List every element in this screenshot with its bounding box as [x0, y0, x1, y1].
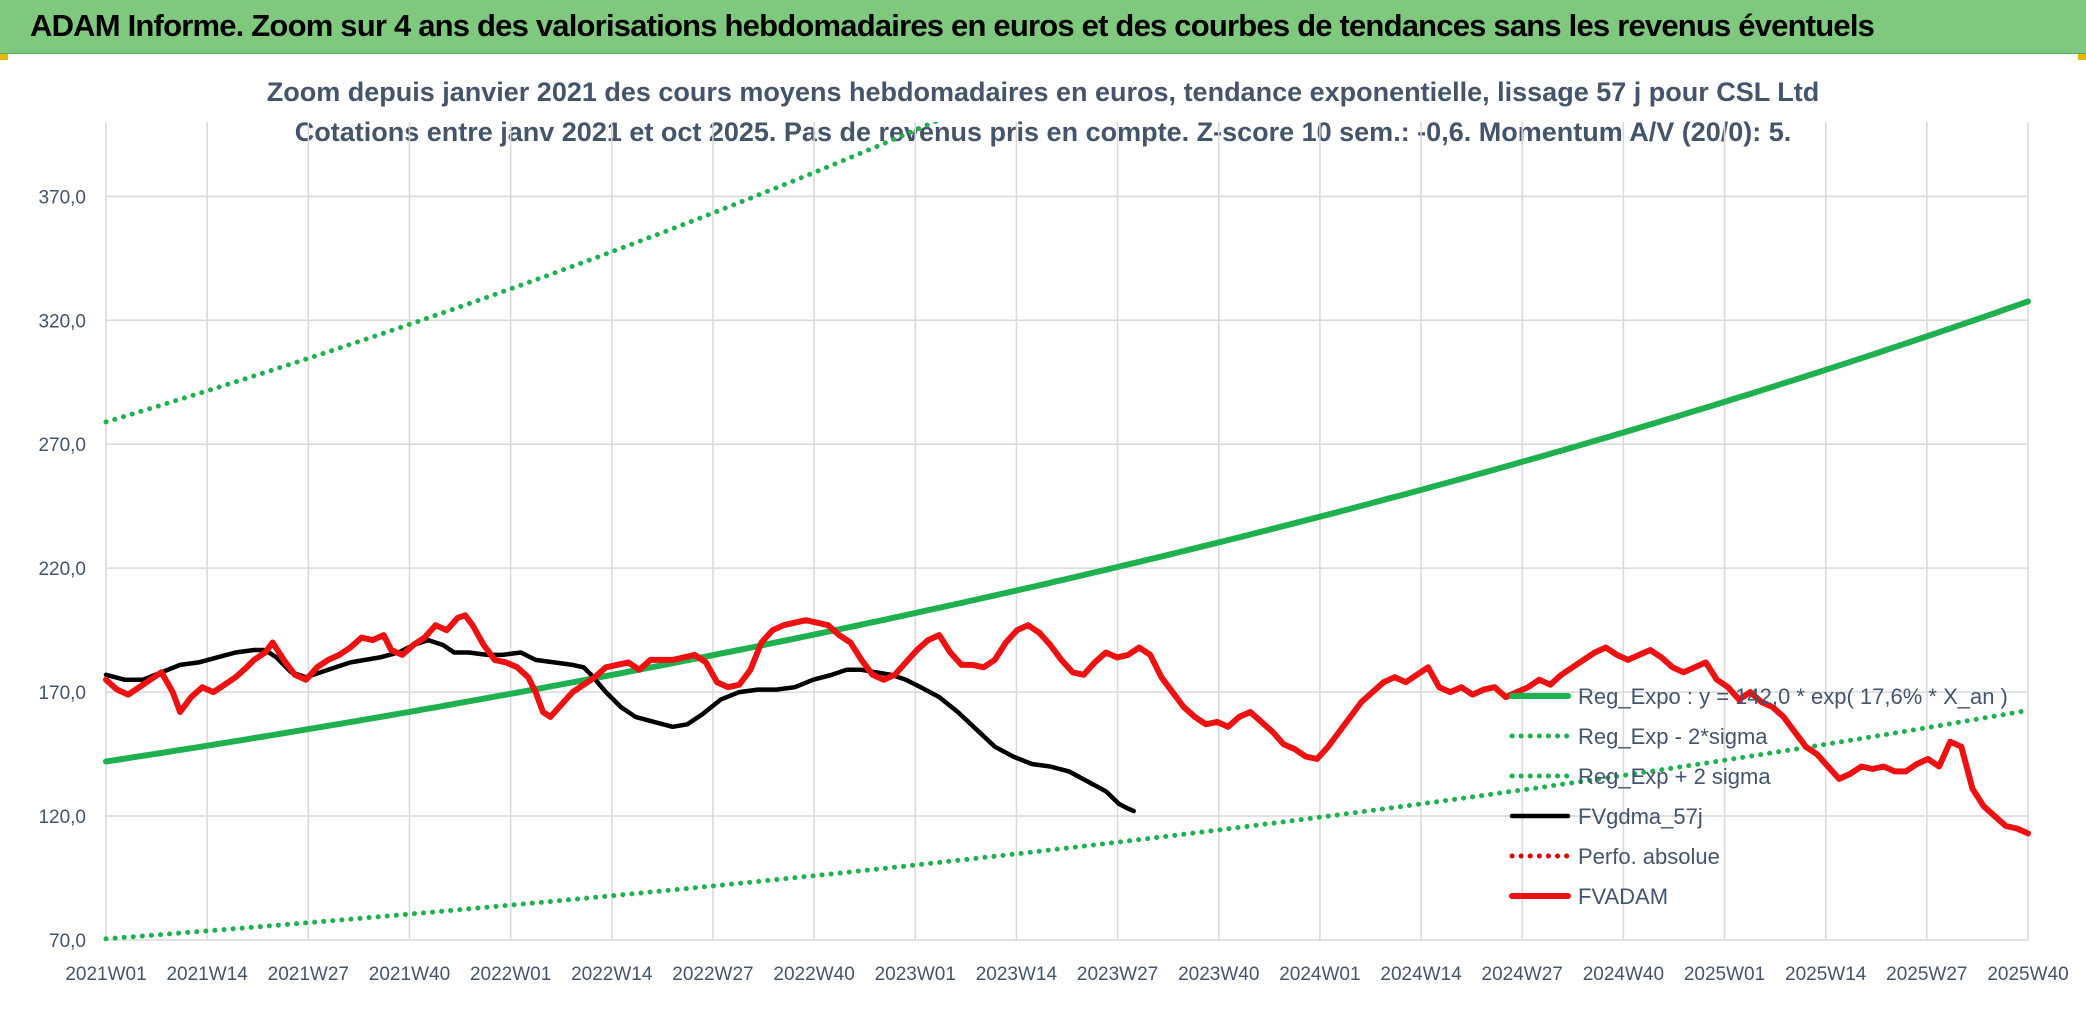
x-tick-label: 2022W01	[470, 964, 551, 985]
x-tick-label: 2024W40	[1583, 964, 1664, 985]
legend-label: Reg_Expo : y = 142,0 * exp( 17,6% * X_an…	[1578, 684, 2008, 709]
series-reg-expo-y-142-0-exp-17-6-x-an	[103, 298, 2031, 765]
x-tick-label: 2024W27	[1482, 964, 1563, 985]
y-tick-label: 70,0	[49, 931, 86, 952]
series-reg-exp-2-sigma	[103, 122, 941, 425]
x-tick-label: 2023W40	[1178, 964, 1259, 985]
chart-title-line-1: Zoom depuis janvier 2021 des cours moyen…	[267, 77, 1819, 107]
corner-mark-left	[0, 54, 8, 60]
x-tick-label: 2022W27	[672, 964, 753, 985]
x-tick-label: 2025W27	[1886, 964, 1967, 985]
x-tick-label: 2022W40	[773, 964, 854, 985]
x-tick-label: 2023W14	[976, 964, 1058, 985]
x-tick-label: 2022W14	[571, 964, 653, 985]
x-tick-label: 2025W40	[1987, 964, 2068, 985]
x-tick-label: 2023W01	[875, 964, 956, 985]
series-fvadam	[103, 612, 2031, 837]
y-tick-label: 270,0	[38, 435, 86, 456]
x-tick-label: 2023W27	[1077, 964, 1158, 985]
y-tick-label: 320,0	[38, 311, 86, 332]
legend-label: Perfo. absolue	[1578, 844, 1720, 869]
y-tick-label: 220,0	[38, 559, 86, 580]
legend-label: Reg_Exp + 2 sigma	[1578, 764, 1771, 789]
chart-area: Zoom depuis janvier 2021 des cours moyen…	[0, 54, 2086, 1031]
x-tick-label: 2021W01	[65, 964, 146, 985]
series-reg-exp-2-sigma	[103, 707, 2031, 942]
x-tick-label: 2025W14	[1785, 964, 1867, 985]
x-tick-label: 2024W01	[1279, 964, 1360, 985]
x-tick-label: 2021W14	[166, 964, 248, 985]
report-banner: ADAM Informe. Zoom sur 4 ans des valoris…	[0, 0, 2086, 54]
report-title: ADAM Informe. Zoom sur 4 ans des valoris…	[30, 8, 1875, 43]
x-tick-label: 2024W14	[1380, 964, 1462, 985]
x-tick-label: 2025W01	[1684, 964, 1765, 985]
x-tick-label: 2021W27	[268, 964, 349, 985]
y-tick-label: 170,0	[38, 683, 86, 704]
corner-mark-right	[2078, 54, 2086, 60]
y-tick-label: 120,0	[38, 807, 86, 828]
chart-title-line-2: Cotations entre janv 2021 et oct 2025. P…	[295, 117, 1792, 147]
legend-label: FVgdma_57j	[1578, 804, 1703, 829]
legend-label: FVADAM	[1578, 884, 1668, 909]
line-chart: Zoom depuis janvier 2021 des cours moyen…	[38, 77, 2068, 985]
y-tick-label: 370,0	[38, 187, 86, 208]
legend-label: Reg_Exp - 2*sigma	[1578, 724, 1768, 749]
x-tick-label: 2021W40	[369, 964, 450, 985]
